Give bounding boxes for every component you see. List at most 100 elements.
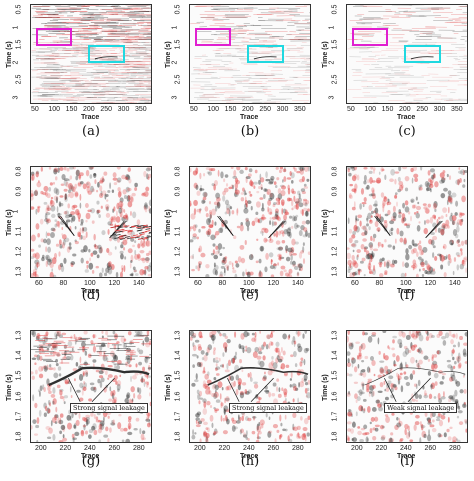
noise-speckle <box>69 213 73 218</box>
noise-speckle <box>226 418 230 425</box>
noise-speckle <box>281 207 284 215</box>
noise-speckle <box>291 190 296 195</box>
noise-speckle <box>198 228 201 233</box>
noise-speckle <box>123 247 126 251</box>
noise-speckle <box>147 176 150 180</box>
noise-speckle <box>394 238 397 244</box>
noise-speckle <box>199 390 203 397</box>
y-tick-label: 1.3 <box>174 330 182 341</box>
noise-speckle <box>245 391 250 395</box>
pointer-line <box>407 377 431 402</box>
noise-speckle <box>56 212 62 216</box>
noise-speckle <box>233 380 236 387</box>
noise-speckle <box>197 393 201 401</box>
noise-speckle <box>33 354 38 358</box>
noise-speckle <box>31 173 35 181</box>
noise-speckle <box>203 401 207 409</box>
noise-speckle <box>84 350 88 356</box>
noise-speckle <box>378 261 383 265</box>
noise-speckle <box>221 386 224 391</box>
noise-speckle <box>411 239 415 246</box>
noise-speckle <box>294 363 298 368</box>
noise-speckle <box>45 331 49 336</box>
noise-speckle <box>62 242 65 249</box>
noise-speckle <box>109 217 114 223</box>
noise-speckle <box>118 413 122 417</box>
noise-speckle <box>382 199 386 207</box>
noise-speckle <box>464 331 467 337</box>
noise-speckle <box>379 258 383 264</box>
noise-speckle <box>143 238 145 244</box>
noise-speckle <box>72 253 77 257</box>
noise-speckle <box>191 353 198 357</box>
noise-speckle <box>377 229 380 233</box>
y-tick-label: 1.5 <box>331 371 339 381</box>
noise-speckle <box>226 416 228 422</box>
noise-speckle <box>271 220 274 227</box>
noise-speckle <box>67 381 71 385</box>
noise-speckle <box>36 332 41 340</box>
noise-speckle <box>283 269 287 273</box>
noise-speckle <box>455 333 458 340</box>
noise-speckle <box>410 199 414 203</box>
noise-speckle <box>293 265 299 270</box>
noise-speckle <box>430 382 435 390</box>
noise-speckle <box>303 227 308 232</box>
y-tick-label: 3 <box>12 95 20 100</box>
noise-speckle <box>205 273 210 277</box>
noise-speckle <box>114 246 117 250</box>
noise-speckle <box>298 263 303 269</box>
noise-speckle <box>454 379 458 385</box>
noise-speckle <box>390 394 395 399</box>
noise-speckle <box>368 170 373 174</box>
noise-speckle <box>136 219 141 226</box>
noise-speckle <box>69 191 74 199</box>
noise-speckle <box>91 269 95 274</box>
noise-speckle <box>447 196 453 203</box>
noise-speckle <box>347 413 353 417</box>
noise-speckle <box>452 270 455 276</box>
noise-speckle <box>347 428 352 432</box>
noise-speckle <box>394 171 400 174</box>
noise-speckle <box>191 268 195 272</box>
y-tick-label: 1.5 <box>15 39 23 50</box>
noise-speckle <box>363 247 367 253</box>
noise-speckle <box>303 347 309 354</box>
noise-speckle <box>199 172 202 180</box>
seismic-plot-h <box>189 330 311 443</box>
noise-speckle <box>429 384 434 388</box>
noise-speckle <box>106 248 110 254</box>
noise-speckle <box>377 241 380 249</box>
noise-speckle <box>190 203 192 206</box>
noise-speckle <box>56 353 60 357</box>
noise-speckle <box>268 181 274 185</box>
noise-speckle <box>387 345 390 349</box>
noise-speckle <box>121 439 125 442</box>
pointer-line <box>250 377 274 402</box>
x-tick-label: 300 <box>117 106 130 113</box>
noise-speckle <box>63 210 68 215</box>
noise-speckle <box>367 378 373 382</box>
annotation-label: Weak signal leakage <box>384 403 458 413</box>
noise-speckle <box>392 205 396 213</box>
noise-speckle <box>45 207 49 214</box>
noise-speckle <box>144 257 150 262</box>
noise-speckle <box>297 197 302 203</box>
noise-speckle <box>387 380 392 385</box>
noise-speckle <box>410 356 415 364</box>
noise-speckle <box>258 396 261 402</box>
noise-speckle <box>122 214 128 219</box>
noise-speckle <box>392 215 397 221</box>
noise-speckle <box>229 375 235 381</box>
noise-speckle <box>253 185 256 189</box>
noise-speckle <box>293 426 298 432</box>
noise-speckle <box>205 230 210 235</box>
noise-speckle <box>40 167 43 172</box>
noise-speckle <box>80 234 83 240</box>
noise-speckle <box>265 239 269 242</box>
noise-speckle <box>256 423 259 431</box>
noise-speckle <box>351 188 357 193</box>
noise-speckle <box>428 239 433 245</box>
x-tick-label: 280 <box>133 445 145 452</box>
seismic-plot-c <box>346 4 468 104</box>
